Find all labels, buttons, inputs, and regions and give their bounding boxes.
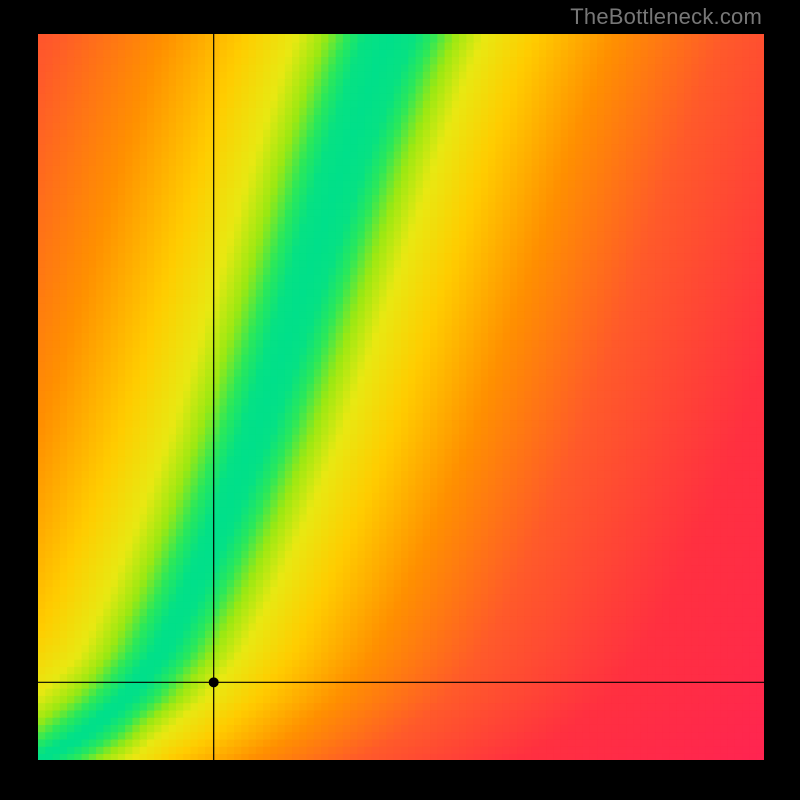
- watermark-text: TheBottleneck.com: [570, 4, 762, 30]
- heatmap-plot: [38, 34, 764, 760]
- stage: TheBottleneck.com: [0, 0, 800, 800]
- heatmap-canvas: [38, 34, 764, 760]
